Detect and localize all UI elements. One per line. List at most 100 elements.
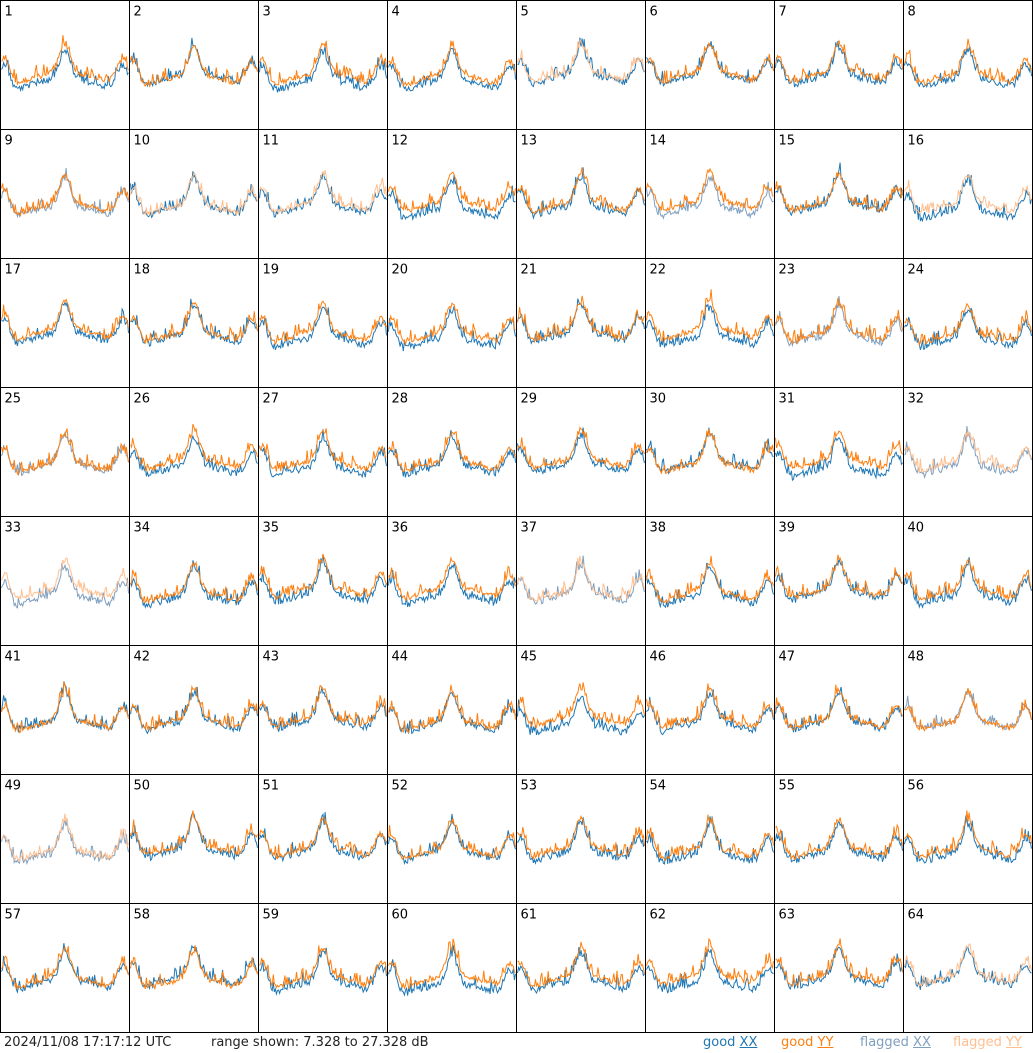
panel-frame <box>0 903 130 1033</box>
series-yy-5 <box>517 38 645 84</box>
panel-label: 46 <box>650 650 667 665</box>
panel-58: 58 <box>129 903 259 1033</box>
series-xx-51 <box>259 811 387 863</box>
series-yy-6 <box>646 41 774 85</box>
series-yy-27 <box>259 428 387 472</box>
panel-label: 11 <box>263 134 280 149</box>
panel-frame <box>129 645 259 775</box>
panel-frame <box>387 645 517 775</box>
panel-24: 24 <box>903 258 1033 388</box>
panel-label: 51 <box>263 779 280 794</box>
panel-label: 37 <box>521 521 538 536</box>
panel-frame <box>387 903 517 1033</box>
series-xx-10 <box>130 171 258 219</box>
series-xx-17 <box>1 300 129 347</box>
panel-34: 34 <box>129 516 259 646</box>
panel-53: 53 <box>516 774 646 904</box>
panel-55: 55 <box>774 774 904 904</box>
series-yy-28 <box>388 431 516 473</box>
panel-label: 17 <box>5 263 22 278</box>
panel-18: 18 <box>129 258 259 388</box>
panel-48: 48 <box>903 645 1033 775</box>
series-yy-51 <box>259 816 387 860</box>
series-yy-1 <box>1 35 129 87</box>
series-yy-63 <box>775 938 903 987</box>
series-xx-34 <box>130 560 258 609</box>
panel-32: 32 <box>903 387 1033 517</box>
series-yy-53 <box>517 814 645 860</box>
series-yy-38 <box>646 555 774 605</box>
series-yy-56 <box>904 810 1032 859</box>
panel-frame <box>387 129 517 259</box>
series-yy-35 <box>259 553 387 601</box>
series-xx-40 <box>904 557 1032 609</box>
legend-good-xx: good XX <box>703 1035 758 1050</box>
footer: 2024/11/08 17:17:12 UTC range shown: 7.3… <box>0 1033 1033 1053</box>
series-yy-40 <box>904 559 1032 602</box>
series-yy-62 <box>646 937 774 987</box>
panel-19: 19 <box>258 258 388 388</box>
panel-10: 10 <box>129 129 259 259</box>
series-yy-23 <box>775 297 903 345</box>
panel-45: 45 <box>516 645 646 775</box>
panel-label: 56 <box>908 779 925 794</box>
panel-frame <box>0 387 130 517</box>
series-yy-9 <box>1 173 129 218</box>
panel-frame <box>0 0 130 130</box>
panel-label: 60 <box>392 908 409 923</box>
panel-62: 62 <box>645 903 775 1033</box>
panel-26: 26 <box>129 387 259 517</box>
panel-frame <box>516 774 646 904</box>
series-yy-3 <box>259 40 387 86</box>
panel-label: 28 <box>392 392 409 407</box>
series-yy-34 <box>130 560 258 604</box>
series-xx-1 <box>1 48 129 93</box>
panel-5: 5 <box>516 0 646 130</box>
series-yy-20 <box>388 302 516 345</box>
panel-label: 20 <box>392 263 409 278</box>
panel-label: 36 <box>392 521 409 536</box>
panel-51: 51 <box>258 774 388 904</box>
panel-label: 53 <box>521 779 538 794</box>
panel-3: 3 <box>258 0 388 130</box>
panel-39: 39 <box>774 516 904 646</box>
panel-label: 30 <box>650 392 667 407</box>
panel-33: 33 <box>0 516 130 646</box>
panel-label: 57 <box>5 908 22 923</box>
panel-label: 41 <box>5 650 22 665</box>
range-text: range shown: 7.328 to 27.328 dB <box>211 1035 429 1050</box>
series-yy-30 <box>646 428 774 475</box>
panel-13: 13 <box>516 129 646 259</box>
series-xx-18 <box>130 298 258 348</box>
panel-label: 19 <box>263 263 280 278</box>
series-yy-24 <box>904 302 1032 347</box>
panel-44: 44 <box>387 645 517 775</box>
panel-label: 22 <box>650 263 667 278</box>
panel-frame <box>387 516 517 646</box>
series-yy-58 <box>130 945 258 990</box>
panel-frame <box>258 774 388 904</box>
panel-frame <box>129 0 259 130</box>
panel-frame <box>258 387 388 517</box>
panel-label: 61 <box>521 908 538 923</box>
panel-frame <box>645 645 775 775</box>
panel-label: 8 <box>908 5 916 20</box>
panel-49: 49 <box>0 774 130 904</box>
series-yy-12 <box>388 171 516 213</box>
series-xx-38 <box>646 562 774 609</box>
panel-30: 30 <box>645 387 775 517</box>
series-xx-60 <box>388 944 516 997</box>
panel-16: 16 <box>903 129 1033 259</box>
panel-label: 1 <box>5 5 13 20</box>
panel-frame <box>645 387 775 517</box>
panel-57: 57 <box>0 903 130 1033</box>
panel-28: 28 <box>387 387 517 517</box>
panel-frame <box>129 903 259 1033</box>
series-yy-46 <box>646 683 774 730</box>
panel-38: 38 <box>645 516 775 646</box>
series-xx-3 <box>259 46 387 93</box>
series-yy-31 <box>775 430 903 471</box>
series-xx-25 <box>1 430 129 477</box>
panel-label: 64 <box>908 908 925 923</box>
series-xx-16 <box>904 174 1032 223</box>
